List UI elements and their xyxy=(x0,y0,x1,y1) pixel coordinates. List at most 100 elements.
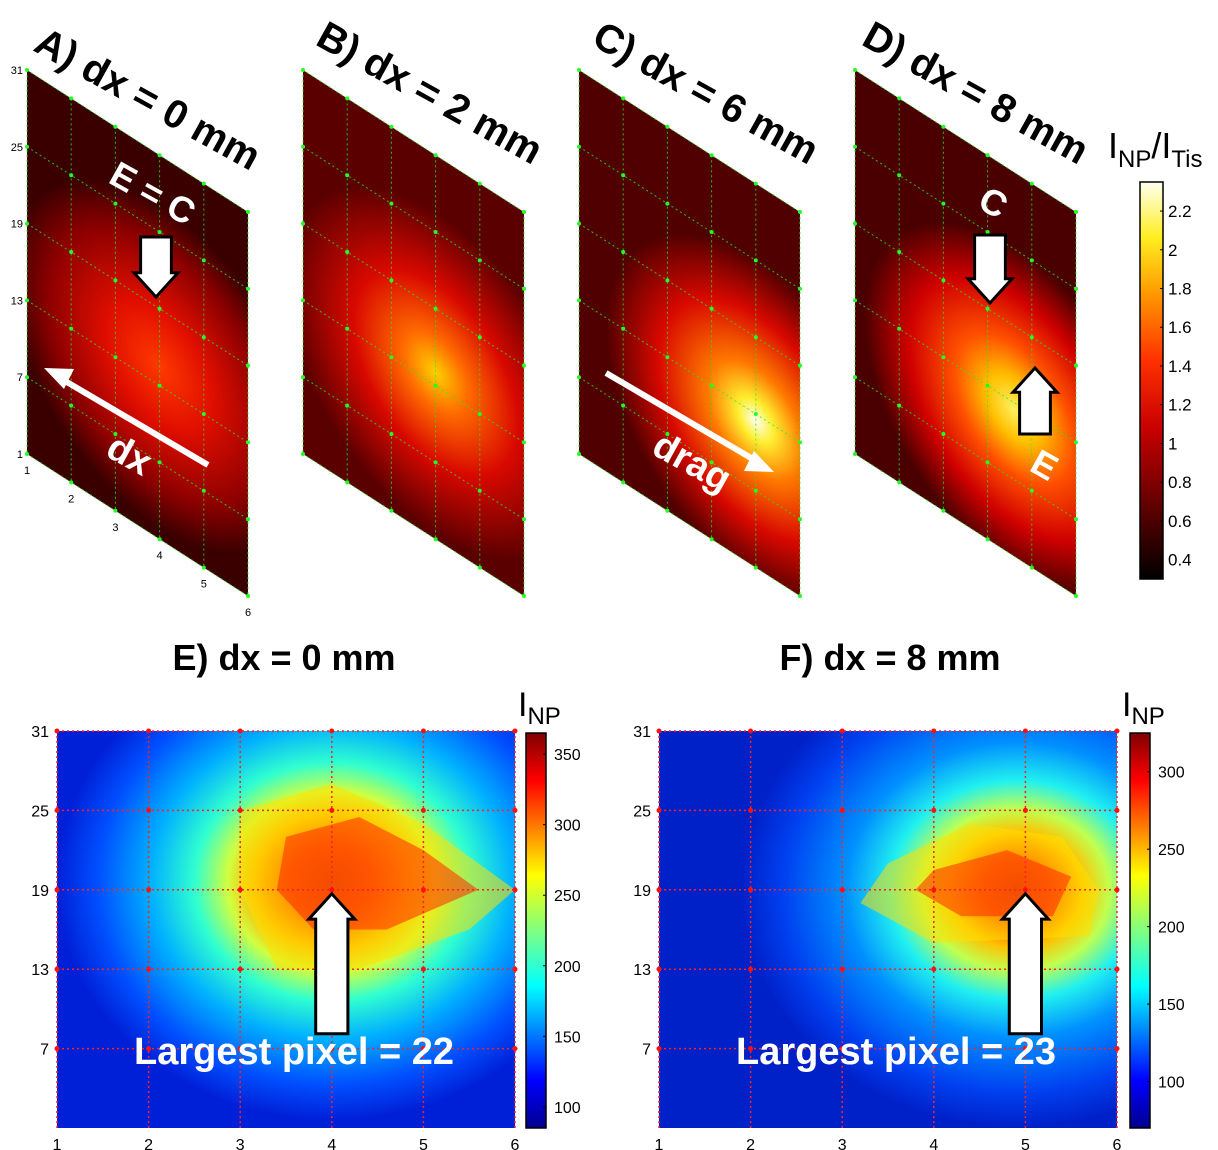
grid-node xyxy=(839,966,845,972)
tick-label-x: 4 xyxy=(929,1137,938,1150)
grid-node xyxy=(522,286,526,291)
grid-node xyxy=(433,153,438,158)
tick-label-y: 19 xyxy=(11,219,23,231)
grid-node xyxy=(345,326,350,331)
colorbar-tick-label: 150 xyxy=(1158,997,1185,1014)
grid-node xyxy=(941,432,946,436)
top-colorbar-gradient xyxy=(1139,181,1164,580)
tick-label-x: 3 xyxy=(236,1137,245,1150)
grid-node xyxy=(748,1046,754,1052)
colorbar-tick-label: 150 xyxy=(554,1029,581,1046)
tick-label-y: 31 xyxy=(633,724,651,741)
grid-node xyxy=(146,1046,152,1052)
grid-line xyxy=(302,146,525,290)
drag-arrow-shaft xyxy=(604,370,760,465)
grid-node xyxy=(237,807,243,813)
grid-node xyxy=(522,440,526,445)
colorbar-tick-label: 1 xyxy=(1168,434,1177,453)
grid-node xyxy=(246,594,250,598)
grid-node xyxy=(665,278,670,283)
grid-node xyxy=(201,412,206,416)
grid-node xyxy=(157,537,162,542)
grid-node xyxy=(931,887,937,893)
arrow-largest-pixel xyxy=(305,891,359,1036)
grid-node xyxy=(1074,210,1078,214)
colorbar-tick-label: 1.4 xyxy=(1168,357,1192,376)
grid-node xyxy=(522,210,526,214)
colorbar-tick-label: 0.6 xyxy=(1168,512,1192,531)
grid-node xyxy=(621,250,626,254)
grid-node xyxy=(656,966,662,972)
grid-node xyxy=(798,517,802,522)
grid-node xyxy=(345,250,350,254)
grid-node xyxy=(897,480,902,485)
tick-label-x: 1 xyxy=(655,1137,664,1150)
tick-label-y: 19 xyxy=(633,883,651,900)
grid-node xyxy=(389,201,394,206)
grid-node xyxy=(345,173,350,178)
heatmap-panel-e: 7 13 19 25 31 1 2 3 4 5 6 Largest pixel = 22 INP 100 1… xyxy=(31,686,581,1150)
grid-line xyxy=(302,223,525,367)
grid-node xyxy=(246,363,250,368)
grid-node xyxy=(853,452,857,456)
grid-node xyxy=(345,96,350,101)
colorbar-tick-label: 1.2 xyxy=(1168,396,1192,415)
grid-node xyxy=(985,230,990,234)
colorbar-label: INP xyxy=(518,686,561,730)
grid-line xyxy=(26,69,249,213)
grid-line xyxy=(26,299,249,443)
grid-node xyxy=(157,460,162,465)
grid-node xyxy=(941,355,946,360)
grid-line xyxy=(578,69,801,213)
heatmap-surface xyxy=(855,70,1076,596)
grid-node xyxy=(237,966,243,972)
grid-node xyxy=(1074,594,1078,598)
grid-node xyxy=(656,1046,662,1052)
arrow-down-d xyxy=(964,233,1016,306)
tick-label-x: 3 xyxy=(112,522,118,534)
grid-node xyxy=(1074,440,1078,445)
grid-node xyxy=(1029,258,1034,263)
colorbar-label: INP xyxy=(1122,686,1165,730)
grid-node xyxy=(839,1046,845,1052)
colorbar-tick-label: 0.8 xyxy=(1168,473,1192,492)
grid-node xyxy=(665,432,670,436)
grid-node xyxy=(69,326,74,331)
colorbar-tick-label: 0.4 xyxy=(1168,551,1192,570)
grid-node xyxy=(389,355,394,360)
grid-node xyxy=(54,887,60,893)
dx-arrow-head xyxy=(44,368,74,389)
grid-node xyxy=(522,517,526,522)
colorbar-tick-label: 350 xyxy=(554,747,581,764)
grid-node xyxy=(389,278,394,283)
grid-line xyxy=(26,376,249,520)
colorbar-gradient xyxy=(1129,732,1151,1129)
colorbar-tick-label: 100 xyxy=(554,1100,581,1117)
grid-node xyxy=(665,355,670,360)
grid-node xyxy=(433,460,438,465)
grid-node xyxy=(246,286,250,291)
arrow-largest-pixel xyxy=(999,891,1052,1036)
grid-node xyxy=(301,452,305,456)
oblique-panel-c xyxy=(577,68,802,598)
grid-node xyxy=(1074,363,1078,368)
grid-node xyxy=(748,966,754,972)
grid-node xyxy=(753,412,758,416)
grid-node xyxy=(345,480,350,485)
grid-node xyxy=(113,432,118,436)
top-colorbar-label: INP/ITis xyxy=(1108,125,1202,173)
grid-node xyxy=(709,153,714,158)
grid-node xyxy=(146,966,152,972)
tick-label-y: 13 xyxy=(31,962,49,979)
grid-node xyxy=(522,594,526,598)
grid-line xyxy=(26,146,249,290)
grid-node xyxy=(931,966,937,972)
grid-line xyxy=(854,146,1077,290)
colorbar-tick-label: 2.2 xyxy=(1168,202,1192,221)
grid-node xyxy=(1114,807,1120,813)
tick-label-x: 5 xyxy=(419,1137,428,1150)
grid-node xyxy=(201,258,206,263)
grid-node xyxy=(329,728,335,734)
tick-label-x: 6 xyxy=(245,607,251,619)
grid-line xyxy=(26,223,249,367)
